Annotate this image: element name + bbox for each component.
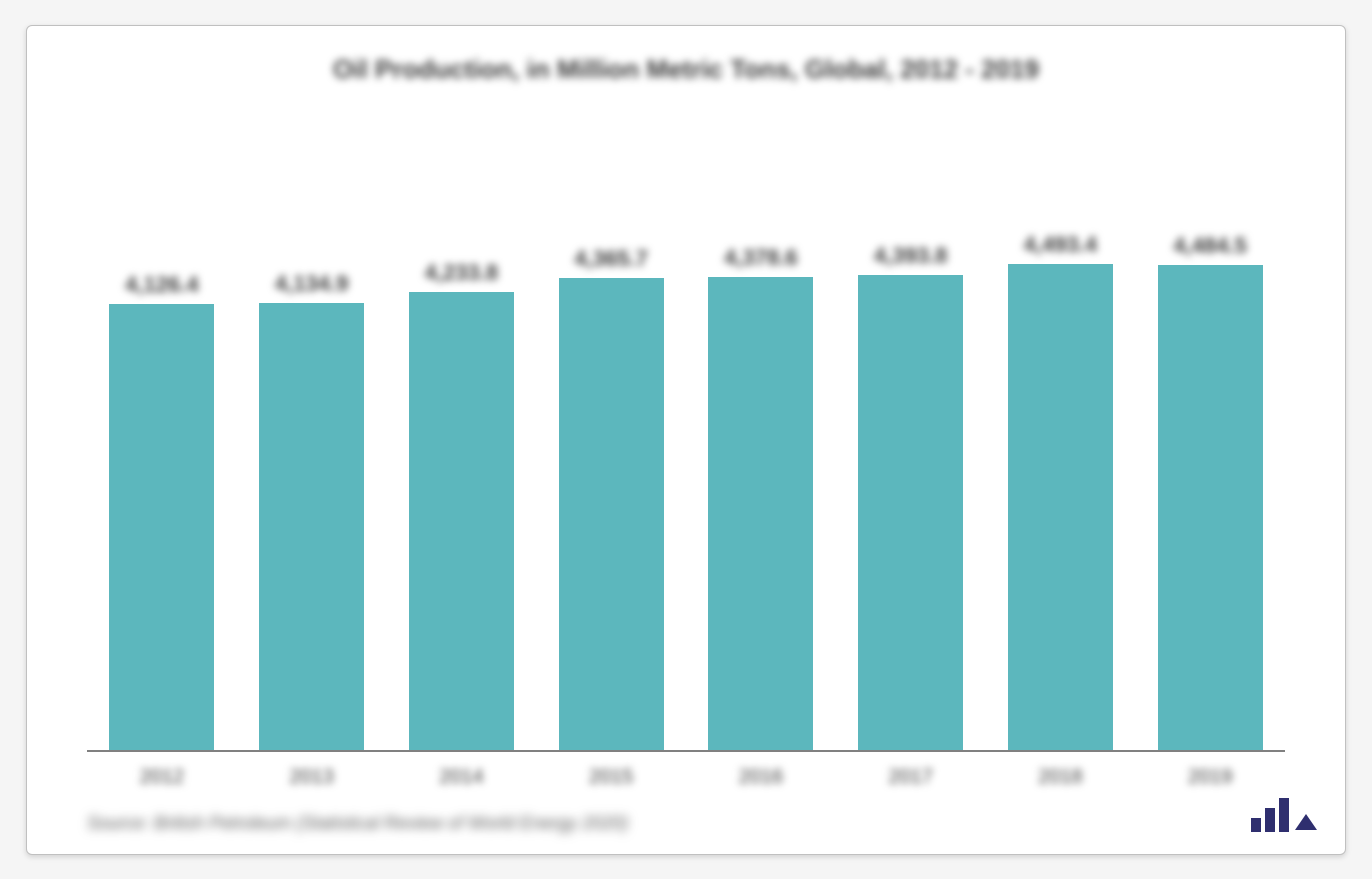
bar-value-label: 4,393.8 <box>874 243 947 269</box>
x-axis-label: 2013 <box>237 766 387 789</box>
bar-group: 4,134.9 <box>237 115 387 750</box>
watermark-bar <box>1251 818 1261 832</box>
bar <box>409 292 514 749</box>
source-citation: Source: British Petroleum (Statistical R… <box>87 813 1285 834</box>
bar <box>109 304 214 750</box>
bar-group: 4,393.8 <box>836 115 986 750</box>
plot-area: 4,126.4 4,134.9 4,233.8 4,365.7 4,378.6 4,393… <box>87 115 1285 752</box>
chart-title: Oil Production, in Million Metric Tons, … <box>67 54 1305 85</box>
bar-group: 4,233.8 <box>387 115 537 750</box>
x-axis-label: 2017 <box>836 766 986 789</box>
bar-value-label: 4,484.5 <box>1173 233 1246 259</box>
bar <box>858 275 963 750</box>
watermark-logo <box>1251 798 1317 832</box>
bar-group: 4,365.7 <box>536 115 686 750</box>
bars-row: 4,126.4 4,134.9 4,233.8 4,365.7 4,378.6 4,393… <box>87 115 1285 752</box>
bar-value-label: 4,378.6 <box>724 245 797 271</box>
bar-value-label: 4,365.7 <box>574 246 647 272</box>
bar <box>708 277 813 750</box>
x-axis-label: 2018 <box>986 766 1136 789</box>
bar <box>1008 264 1113 749</box>
bar <box>259 303 364 750</box>
bar-group: 4,493.4 <box>986 115 1136 750</box>
bar-group: 4,126.4 <box>87 115 237 750</box>
x-axis-label: 2019 <box>1135 766 1285 789</box>
chart-container: Oil Production, in Million Metric Tons, … <box>26 25 1346 855</box>
watermark-caret-icon <box>1295 814 1317 830</box>
bar-value-label: 4,493.4 <box>1024 232 1097 258</box>
watermark-bar <box>1279 798 1289 832</box>
bar-value-label: 4,134.9 <box>275 271 348 297</box>
bar <box>559 278 664 749</box>
bar <box>1158 265 1263 749</box>
x-axis-labels: 20122013201420152016201720182019 <box>87 766 1285 789</box>
bar-group: 4,484.5 <box>1135 115 1285 750</box>
bar-value-label: 4,126.4 <box>125 272 198 298</box>
x-axis-label: 2012 <box>87 766 237 789</box>
bar-group: 4,378.6 <box>686 115 836 750</box>
x-axis-label: 2015 <box>536 766 686 789</box>
watermark-bar <box>1265 808 1275 832</box>
x-axis-label: 2014 <box>387 766 537 789</box>
x-axis-label: 2016 <box>686 766 836 789</box>
bar-value-label: 4,233.8 <box>425 260 498 286</box>
